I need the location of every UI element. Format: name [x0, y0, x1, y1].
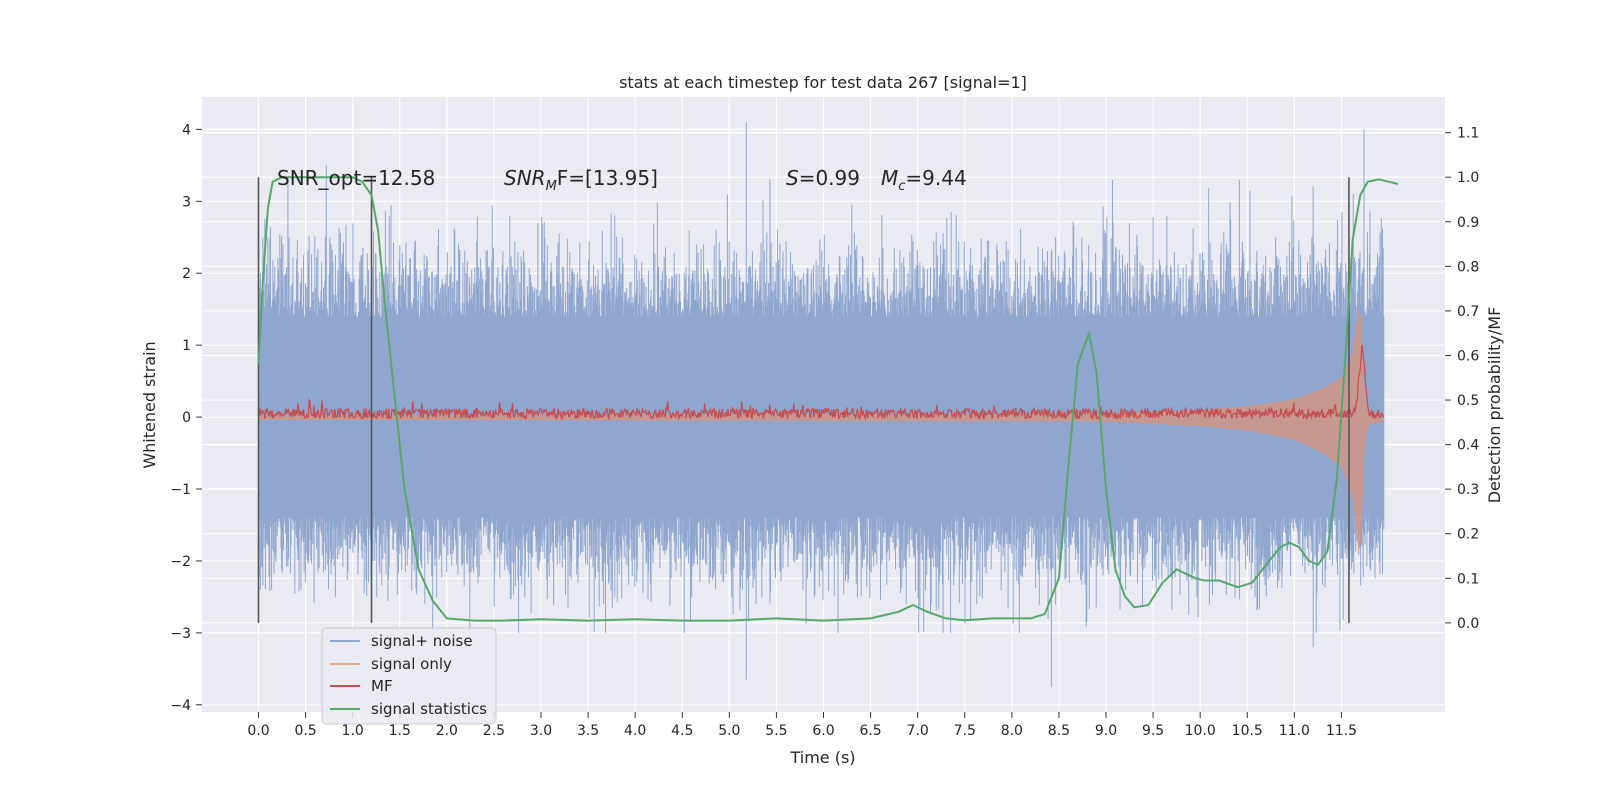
x-tick-label: 2.0	[436, 723, 458, 739]
x-tick-label: 2.5	[483, 723, 505, 739]
y-tick-label: −4	[170, 698, 191, 714]
y-tick-label: 4	[182, 122, 191, 138]
y-axis-ticks: 4 3 2 1 0 −1 −2 −3 −4	[170, 122, 202, 714]
chart-title: stats at each timestep for test data 267…	[619, 73, 1027, 92]
x-tick-label: 10.5	[1232, 723, 1263, 739]
y2-tick-label: 0.4	[1457, 438, 1479, 454]
x-tick-label: 5.0	[718, 723, 740, 739]
x-tick-label: 4.0	[624, 723, 646, 739]
x-tick-label: 11.0	[1279, 723, 1310, 739]
vertical-markers	[257, 177, 1350, 623]
x-axis-label: Time (s)	[789, 748, 855, 767]
x-axis-ticks: 0.0 0.5 1.0 1.5 2.0 2.5 3.0 3.5 4.0 4.5 5.0 5.5 6.0 6…	[247, 712, 1357, 739]
x-tick-label: 5.5	[765, 723, 787, 739]
y2-tick-label: 0.1	[1457, 571, 1479, 587]
legend: signal+ noise signal only MF signal stat…	[321, 627, 497, 725]
annotation-snr-mf: SNRMF=[13.95]	[504, 166, 658, 194]
x-tick-label: 9.0	[1095, 723, 1117, 739]
mf-trace	[257, 345, 1385, 422]
y2-tick-label: 1.1	[1457, 126, 1479, 142]
x-tick-label: 8.5	[1048, 723, 1070, 739]
y-tick-label: 1	[182, 338, 191, 354]
legend-label-signal-noise: signal+ noise	[371, 632, 473, 650]
signal-statistics-series	[257, 176, 1399, 622]
y-tick-label: −1	[170, 482, 191, 498]
y-tick-label: −2	[170, 554, 191, 570]
y2-tick-label: 0.2	[1457, 527, 1479, 543]
y2-tick-label: 0.5	[1457, 393, 1479, 409]
y-tick-label: −3	[170, 626, 191, 642]
y2-axis-ticks: 1.1 1.0 0.9 0.8 0.7 0.6 0.5 0.4 0.3 0.2 0.1 0.0	[1445, 126, 1479, 632]
y2-tick-label: 0.8	[1457, 259, 1479, 275]
y2-tick-label: 1.0	[1457, 170, 1479, 186]
x-tick-label: 7.5	[954, 723, 976, 739]
annotation-s: S=0.99	[786, 166, 860, 190]
x-tick-label: 9.5	[1142, 723, 1164, 739]
mf-series	[257, 345, 1385, 422]
x-tick-label: 4.5	[671, 723, 693, 739]
annotation-snr-opt: SNR_opt=12.58	[277, 166, 435, 190]
x-tick-label: 0.5	[294, 723, 316, 739]
x-tick-label: 10.0	[1185, 723, 1216, 739]
y2-tick-label: 0.6	[1457, 348, 1479, 364]
x-tick-label: 1.5	[389, 723, 411, 739]
y-tick-label: 3	[182, 194, 191, 210]
y2-tick-label: 0.9	[1457, 215, 1479, 231]
x-tick-label: 0.0	[247, 723, 269, 739]
x-tick-label: 3.0	[530, 723, 552, 739]
x-tick-label: 11.5	[1326, 723, 1357, 739]
legend-label-signal-only: signal only	[371, 655, 452, 673]
y-tick-label: 2	[182, 266, 191, 282]
annotation-mc: Mc=9.44	[881, 166, 967, 194]
y2-axis-label: Detection probability/MF	[1485, 307, 1504, 504]
x-tick-label: 3.5	[577, 723, 599, 739]
x-tick-label: 6.0	[812, 723, 834, 739]
y-axis-label: Whitened strain	[140, 341, 159, 468]
x-tick-label: 1.0	[342, 723, 364, 739]
x-tick-label: 7.0	[907, 723, 929, 739]
signal-statistics-line	[257, 176, 1399, 622]
y2-tick-label: 0.0	[1457, 616, 1479, 632]
y2-tick-label: 0.7	[1457, 304, 1479, 320]
y2-tick-label: 0.3	[1457, 482, 1479, 498]
y-tick-label: 0	[182, 410, 191, 426]
legend-label-signal-statistics: signal statistics	[371, 700, 487, 718]
legend-box	[321, 627, 497, 725]
x-tick-label: 8.0	[1001, 723, 1023, 739]
legend-label-mf: MF	[371, 677, 393, 695]
x-tick-label: 6.5	[859, 723, 881, 739]
